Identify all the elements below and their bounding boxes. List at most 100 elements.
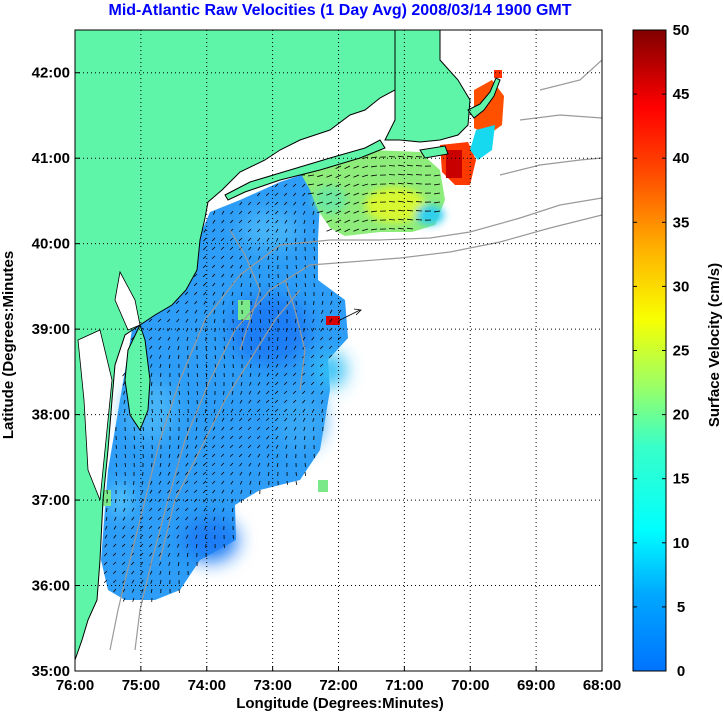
velocity-vector [229,255,234,260]
velocity-vector [168,561,171,566]
velocity-vector [275,381,279,386]
velocity-vector [362,219,369,223]
velocity-vector [407,173,414,176]
velocity-vector [104,534,108,539]
velocity-vector [247,444,252,449]
velocity-vector [194,507,198,512]
velocity-vector [148,534,153,539]
velocity-vector [221,417,225,422]
velocity-vector [407,155,414,158]
velocity-vector [312,210,315,215]
velocity-vector [267,264,270,270]
velocity-vector [230,408,234,413]
velocity-vector [177,444,180,449]
velocity-vector [212,498,216,503]
velocity-vector [150,480,153,485]
velocity-vector [193,273,198,278]
velocity-vector [195,327,198,332]
velocity-vector [353,192,360,196]
velocity-vector [265,201,270,206]
velocity-vector [275,237,279,242]
velocity-vector [115,444,117,450]
colorbar-tick-label: 5 [677,599,685,616]
velocity-vector [203,435,207,440]
velocity-vector [238,453,243,458]
velocity-vector [193,480,198,485]
velocity-vector [149,552,153,557]
velocity-vector [158,543,162,548]
velocity-vector [284,354,288,359]
velocity-vector [131,507,135,512]
velocity-vector [274,183,279,188]
velocity-vector [157,507,162,512]
velocity-vector [142,444,145,450]
velocity-vector [317,174,324,178]
velocity-vector [326,201,333,205]
velocity-vector [312,417,315,422]
velocity-vector [283,381,288,386]
velocity-vector [362,228,369,232]
velocity-vector [194,309,198,314]
velocity-vector [308,183,315,186]
velocity-vector [268,318,271,324]
velocity-vector [249,372,252,377]
velocity-vector [371,219,378,222]
velocity-vector [329,318,333,323]
velocity-vector [193,471,198,476]
velocity-vector [320,390,324,395]
velocity-vector [133,435,136,441]
velocity-vector [141,489,144,494]
velocity-vector [175,309,180,314]
velocity-vector [274,390,279,395]
velocity-vector [202,282,207,287]
velocity-vector [103,570,108,575]
velocity-vector [371,165,378,168]
velocity-vector [149,354,153,359]
velocity-vector [132,498,135,503]
velocity-vector [103,561,108,566]
velocity-vector [230,210,234,215]
velocity-vector [204,417,207,422]
velocity-vector [248,390,252,395]
velocity-vector [238,237,243,242]
contour-shelf-break [109,197,602,651]
velocity-vector [112,561,117,566]
velocity-vector [195,543,198,549]
velocity-vector [193,291,198,296]
velocity-vector [187,381,190,387]
velocity-vector [103,579,108,584]
velocity-vector [176,327,180,332]
velocity-vector [239,462,243,467]
velocity-vector [223,363,226,369]
velocity-vector [268,291,270,297]
velocity-vector [231,507,234,513]
velocity-vector [249,480,252,485]
land-new-england [384,30,471,143]
velocity-vector [407,182,414,185]
velocity-vector [105,516,108,521]
velocity-vector [196,363,198,369]
velocity-vector [160,399,162,405]
velocity-vector [240,390,243,395]
velocity-vector [122,390,126,395]
velocity-vector [258,363,261,368]
velocity-vector [310,381,315,386]
velocity-vector [353,174,360,178]
velocity-vector [258,471,261,476]
velocity-vector [159,462,162,467]
velocity-vector [248,471,252,476]
velocity-vector [292,183,297,188]
velocity-vector [113,534,117,539]
velocity-vector [267,363,270,368]
velocity-vector [166,507,171,512]
velocity-vector [148,327,153,332]
velocity-vector [285,237,288,242]
velocity-vector [284,417,288,422]
velocity-vector [196,372,199,378]
velocity-vector [186,345,189,351]
velocity-vector [257,381,261,386]
velocity-vector [301,390,306,395]
velocity-vector [229,453,234,458]
velocity-vector [311,390,315,395]
